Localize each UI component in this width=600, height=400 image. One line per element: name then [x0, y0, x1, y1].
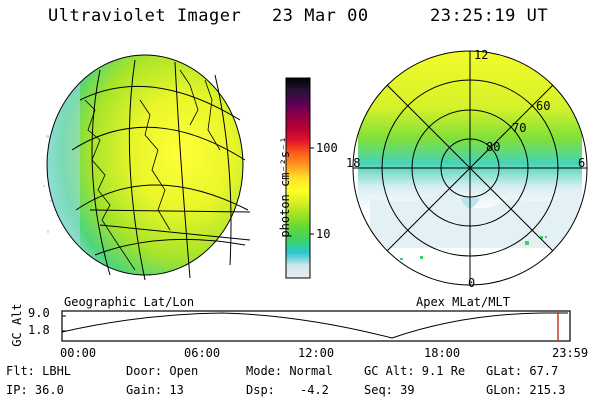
timeline-ylabel: GC Alt — [10, 303, 24, 347]
gain-status: Gain: 13 — [126, 383, 184, 397]
geo-panel-caption: Geographic Lat/Lon — [64, 295, 195, 309]
timeline-xtick-0600: 06:00 — [184, 346, 221, 360]
timeline-ytick-1-8: 1.8 — [28, 323, 50, 337]
altitude-curve — [61, 312, 568, 339]
timeline-xtick-1800: 18:00 — [424, 346, 461, 360]
geographic-auroral-image — [43, 54, 251, 281]
glat-status: GLat: 67.7 — [486, 364, 559, 378]
observation-time: 23:25:19 UT — [430, 6, 549, 26]
coastline — [84, 69, 221, 271]
mlat-label-60: 60 — [536, 99, 551, 113]
timeline-xtick-2359: 23:59 — [552, 346, 589, 360]
app-title: Ultraviolet Imager — [48, 6, 242, 26]
timeline-xtick-0000: 00:00 — [60, 346, 97, 360]
mlt-label-6: 6 — [578, 156, 586, 170]
timeline-xtick-1200: 12:00 — [298, 346, 335, 360]
seq-status: Seq: 39 — [364, 383, 415, 397]
filter-status: Flt: LBHL — [6, 364, 72, 378]
mlt-label-0: 0 — [468, 276, 476, 290]
timeline-plot — [61, 310, 571, 342]
dsp-value: -4.2 — [300, 383, 329, 397]
colorbar-tick-100: 100 — [316, 141, 338, 155]
colorbar — [285, 77, 314, 279]
mlt-label-18: 18 — [346, 156, 361, 170]
lat-lon-grid — [46, 54, 251, 281]
mlt-label-12: 12 — [474, 48, 489, 62]
mode-status: Mode: Normal — [246, 364, 333, 378]
colorbar-unit-label: photon cm⁻²s⁻¹ — [278, 136, 292, 238]
polar-panel-caption: Apex MLat/MLT — [416, 295, 510, 309]
timeline-ytick-9: 9.0 — [28, 306, 50, 320]
observation-date: 23 Mar 00 — [272, 6, 369, 26]
ip-status: IP: 36.0 — [6, 383, 64, 397]
green-speckle — [400, 236, 547, 260]
polar-grid — [352, 50, 588, 286]
mlat-label-80: 80 — [486, 140, 501, 154]
door-status: Door: Open — [126, 364, 199, 378]
glon-status: GLon: 215.3 — [486, 383, 566, 397]
mlat-label-70: 70 — [512, 121, 527, 135]
gc-alt-status: GC Alt: 9.1 Re — [364, 364, 466, 378]
dsp-label: Dsp: — [246, 383, 275, 397]
colorbar-tick-10: 10 — [316, 227, 331, 241]
polar-auroral-image — [352, 50, 588, 286]
